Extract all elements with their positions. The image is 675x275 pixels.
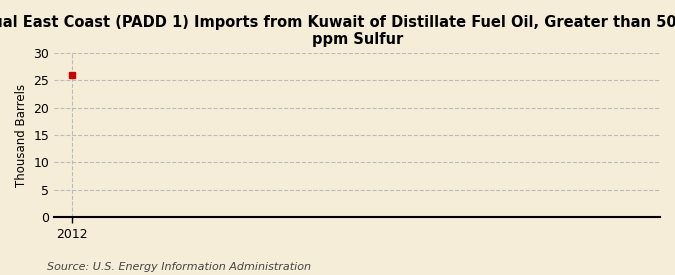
Text: Source: U.S. Energy Information Administration: Source: U.S. Energy Information Administ… [47, 262, 311, 272]
Title: Annual East Coast (PADD 1) Imports from Kuwait of Distillate Fuel Oil, Greater t: Annual East Coast (PADD 1) Imports from … [0, 15, 675, 47]
Y-axis label: Thousand Barrels: Thousand Barrels [15, 84, 28, 187]
